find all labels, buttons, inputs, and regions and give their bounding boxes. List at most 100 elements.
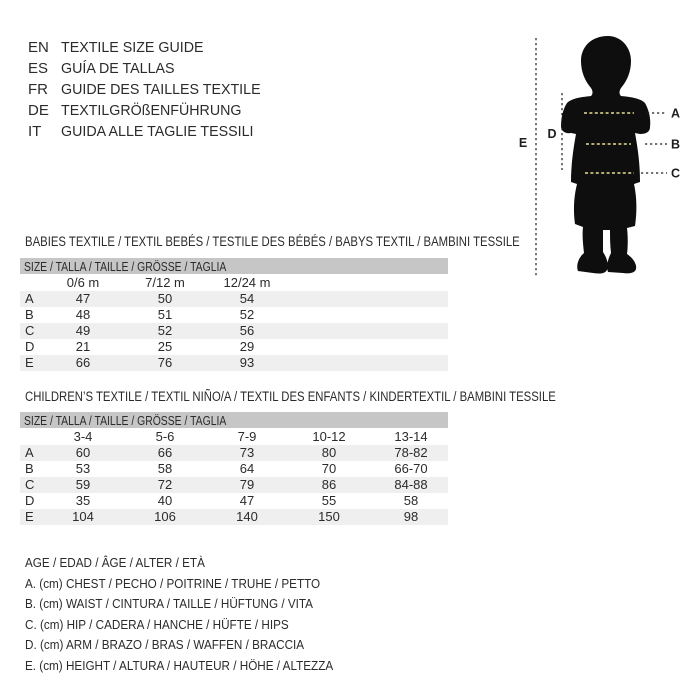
cell-value: 80: [321, 445, 337, 460]
cell-value: 29: [239, 339, 255, 354]
guide-title-fr: GUIDE DES TAILLES TEXTILE: [61, 81, 261, 98]
guide-title-en: TEXTILE SIZE GUIDE: [61, 39, 204, 56]
guide-title-de: TEXTILGRÖßENFÜHRUNG: [61, 102, 242, 119]
row-label: B: [25, 307, 34, 322]
cell-value: 84-88: [394, 477, 428, 492]
row-label: A: [25, 445, 34, 460]
cell-value: 66-70: [394, 461, 428, 476]
measurement-legend: AGE / EDAD / ÂGE / ALTER / ETÀ A. (cm) C…: [25, 553, 367, 677]
cell-value: 79: [239, 477, 255, 492]
column-header: 10-12: [312, 429, 346, 444]
children-size-header-bar: SIZE / TALLA / TAILLE / GRÖSSE / TAGLIA: [20, 412, 448, 428]
column-header: 7-9: [237, 429, 257, 444]
row-label: E: [25, 355, 34, 370]
cell-value: 25: [157, 339, 173, 354]
table-row: A 60 66 73 80 78-82: [20, 445, 448, 461]
cell-value: 54: [239, 291, 255, 306]
column-header: 13-14: [394, 429, 428, 444]
cell-value: 56: [239, 323, 255, 338]
cell-value: 150: [318, 509, 340, 524]
language-title-list: EN TEXTILE SIZE GUIDE ES GUÍA DE TALLAS …: [28, 37, 271, 142]
cell-value: 66: [157, 445, 173, 460]
cell-value: 73: [239, 445, 255, 460]
table-row: A 47 50 54: [20, 291, 448, 307]
legend-age-line: AGE / EDAD / ÂGE / ALTER / ETÀ: [25, 555, 205, 570]
row-label: B: [25, 461, 34, 476]
row-label: A: [25, 291, 34, 306]
children-section-title: CHILDREN’S TEXTILE / TEXTIL NIÑO/A / TEX…: [25, 389, 556, 404]
cell-value: 76: [157, 355, 173, 370]
column-header: 12/24 m: [223, 275, 271, 290]
figure-label-B: B: [671, 138, 680, 152]
language-row-en: EN TEXTILE SIZE GUIDE: [28, 37, 271, 58]
measurement-figure: A B C D E: [500, 20, 700, 290]
cell-value: 106: [154, 509, 176, 524]
table-row: C 49 52 56: [20, 323, 448, 339]
guide-title-es: GUÍA DE TALLAS: [61, 60, 175, 77]
cell-value: 70: [321, 461, 337, 476]
table-row: D 21 25 29: [20, 339, 448, 355]
column-header: 7/12 m: [145, 275, 185, 290]
cell-value: 60: [75, 445, 91, 460]
language-code: IT: [28, 123, 42, 140]
column-header: 0/6 m: [66, 275, 100, 290]
babies-column-header-row: 0/6 m 7/12 m 12/24 m: [20, 275, 448, 291]
babies-size-header-bar: SIZE / TALLA / TAILLE / GRÖSSE / TAGLIA: [20, 258, 448, 274]
figure-label-A: A: [671, 107, 680, 121]
row-label: D: [25, 493, 35, 508]
guide-title-it: GUIDA ALLE TAGLIE TESSILI: [61, 123, 254, 140]
language-row-es: ES GUÍA DE TALLAS: [28, 58, 271, 79]
cell-value: 51: [157, 307, 173, 322]
legend-item-height: E. (cm) HEIGHT / ALTURA / HAUTEUR / HÖHE…: [25, 657, 334, 673]
cell-value: 21: [75, 339, 91, 354]
table-row: C 59 72 79 86 84-88: [20, 477, 448, 493]
row-label: E: [25, 509, 34, 524]
cell-value: 66: [75, 355, 91, 370]
cell-value: 50: [157, 291, 173, 306]
legend-item-arm: D. (cm) ARM / BRAZO / BRAS / WAFFEN / BR…: [25, 637, 305, 653]
cell-value: 53: [75, 461, 91, 476]
children-column-header-row: 3-4 5-6 7-9 10-12 13-14: [20, 429, 448, 445]
figure-label-E: E: [519, 136, 527, 150]
cell-value: 104: [72, 509, 94, 524]
row-label: D: [25, 339, 35, 354]
language-row-de: DE TEXTILGRÖßENFÜHRUNG: [28, 100, 271, 121]
cell-value: 78-82: [394, 445, 428, 460]
cell-value: 47: [239, 493, 255, 508]
language-code: EN: [28, 39, 49, 56]
language-code: FR: [28, 81, 48, 98]
cell-value: 64: [239, 461, 255, 476]
child-silhouette: [561, 36, 651, 274]
cell-value: 35: [75, 493, 91, 508]
cell-value: 93: [239, 355, 255, 370]
cell-value: 55: [321, 493, 337, 508]
language-row-it: IT GUIDA ALLE TAGLIE TESSILI: [28, 121, 271, 142]
cell-value: 58: [157, 461, 173, 476]
cell-value: 48: [75, 307, 91, 322]
cell-value: 49: [75, 323, 91, 338]
figure-label-D: D: [547, 127, 556, 141]
table-row: D 35 40 47 55 58: [20, 493, 448, 509]
figure-label-C: C: [671, 167, 680, 181]
cell-value: 52: [239, 307, 255, 322]
language-code: ES: [28, 60, 49, 77]
row-label: C: [25, 477, 35, 492]
cell-value: 86: [321, 477, 337, 492]
table-row: E 104 106 140 150 98: [20, 509, 448, 525]
row-label: C: [25, 323, 35, 338]
column-header: 3-4: [73, 429, 93, 444]
column-header: 5-6: [155, 429, 175, 444]
cell-value: 140: [236, 509, 258, 524]
table-row: B 48 51 52: [20, 307, 448, 323]
cell-value: 40: [157, 493, 173, 508]
legend-item-hip: C. (cm) HIP / CADERA / HANCHE / HÜFTE / …: [25, 616, 289, 632]
babies-section-title: BABIES TEXTILE / TEXTIL BEBÉS / TESTILE …: [25, 234, 520, 249]
cell-value: 58: [403, 493, 419, 508]
legend-item-waist: B. (cm) WAIST / CINTURA / TAILLE / HÜFTU…: [25, 596, 313, 612]
cell-value: 47: [75, 291, 91, 306]
cell-value: 52: [157, 323, 173, 338]
legend-item-chest: A. (cm) CHEST / PECHO / POITRINE / TRUHE…: [25, 575, 321, 591]
table-row: B 53 58 64 70 66-70: [20, 461, 448, 477]
cell-value: 72: [157, 477, 173, 492]
